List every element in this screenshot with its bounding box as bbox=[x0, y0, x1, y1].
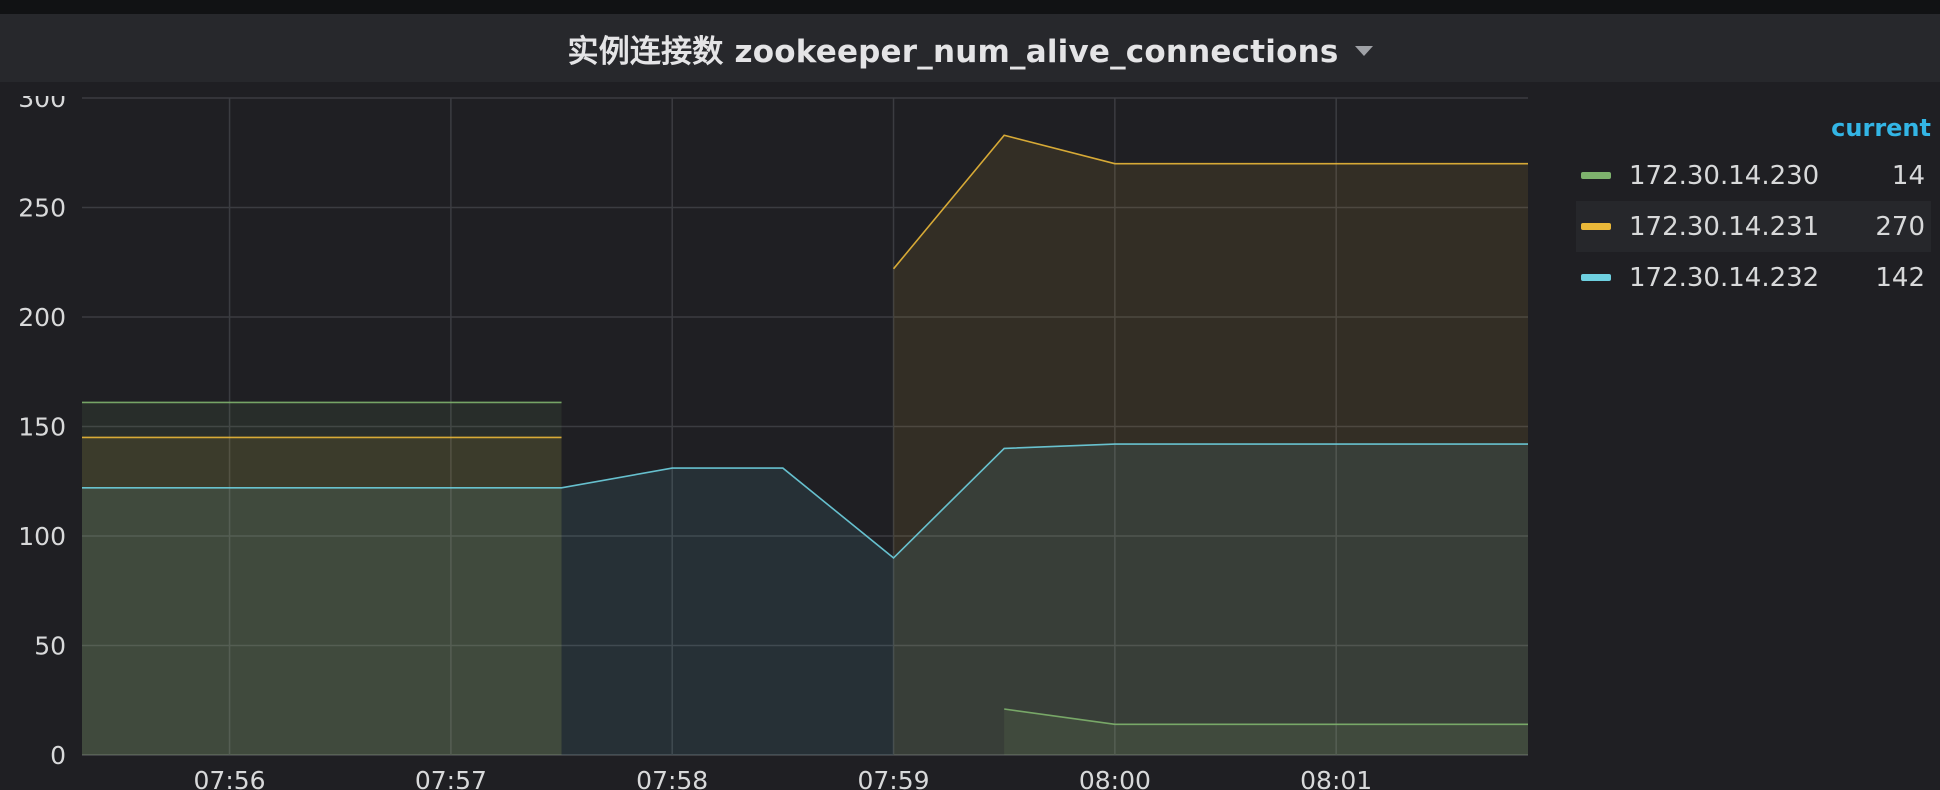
panel-title[interactable]: 实例连接数 zookeeper_num_alive_connections bbox=[567, 33, 1339, 70]
series-area-1 bbox=[82, 437, 562, 755]
y-tick-label: 250 bbox=[18, 194, 66, 223]
x-tick-label: 07:58 bbox=[636, 766, 708, 790]
series-area-2 bbox=[82, 444, 1528, 755]
series-area-0 bbox=[82, 402, 562, 755]
x-tick-label: 08:01 bbox=[1300, 766, 1372, 790]
top-bar bbox=[0, 0, 1940, 14]
grid bbox=[82, 97, 1528, 756]
y-tick-label: 150 bbox=[18, 413, 66, 442]
x-tick-label: 08:00 bbox=[1079, 766, 1151, 790]
legend-item-current-value: 270 bbox=[1875, 211, 1925, 242]
legend-item-232[interactable]: 172.30.14.232 142 bbox=[1576, 252, 1931, 303]
x-tick-label: 07:59 bbox=[858, 766, 930, 790]
legend: current 172.30.14.230 14 172.30.14.231 2… bbox=[1576, 114, 1931, 303]
panel-menu-caret-icon[interactable] bbox=[1354, 46, 1373, 56]
y-tick-label: 200 bbox=[18, 303, 66, 332]
series-color-swatch[interactable] bbox=[1581, 274, 1611, 281]
legend-item-current-value: 142 bbox=[1875, 262, 1925, 293]
legend-item-current-value: 14 bbox=[1891, 160, 1925, 191]
legend-header[interactable]: current bbox=[1576, 114, 1931, 150]
graph-panel: 实例连接数 zookeeper_num_alive_connections 0 5… bbox=[0, 14, 1940, 790]
y-axis: 0 50 100 150 200 250 300 bbox=[18, 96, 66, 770]
x-tick-label: 07:56 bbox=[194, 766, 266, 790]
legend-item-label[interactable]: 172.30.14.232 bbox=[1629, 262, 1820, 293]
series-area-1 bbox=[893, 135, 1528, 756]
y-tick-label: 0 bbox=[50, 741, 66, 770]
legend-item-231[interactable]: 172.30.14.231 270 bbox=[1576, 201, 1931, 252]
series-color-swatch[interactable] bbox=[1581, 172, 1611, 179]
series-lines bbox=[81, 134, 1529, 726]
x-axis: 07:56 07:57 07:58 07:59 08:00 08:01 bbox=[194, 766, 1373, 790]
x-tick-label: 07:57 bbox=[415, 766, 487, 790]
legend-item-230[interactable]: 172.30.14.230 14 bbox=[1576, 150, 1931, 201]
series-line-1[interactable] bbox=[892, 134, 1528, 270]
series-color-swatch[interactable] bbox=[1581, 223, 1611, 230]
y-tick-label: 50 bbox=[34, 632, 66, 661]
legend-item-label[interactable]: 172.30.14.230 bbox=[1629, 160, 1820, 191]
series-line-2[interactable] bbox=[82, 443, 1528, 559]
series-area-0 bbox=[1004, 709, 1528, 755]
y-tick-label: 100 bbox=[18, 522, 66, 551]
series-areas bbox=[82, 135, 1528, 756]
y-tick-label: 300 bbox=[18, 96, 66, 113]
panel-header[interactable]: 实例连接数 zookeeper_num_alive_connections bbox=[0, 14, 1940, 82]
legend-item-label[interactable]: 172.30.14.231 bbox=[1629, 211, 1820, 242]
legend-current-header[interactable]: current bbox=[1831, 114, 1931, 142]
